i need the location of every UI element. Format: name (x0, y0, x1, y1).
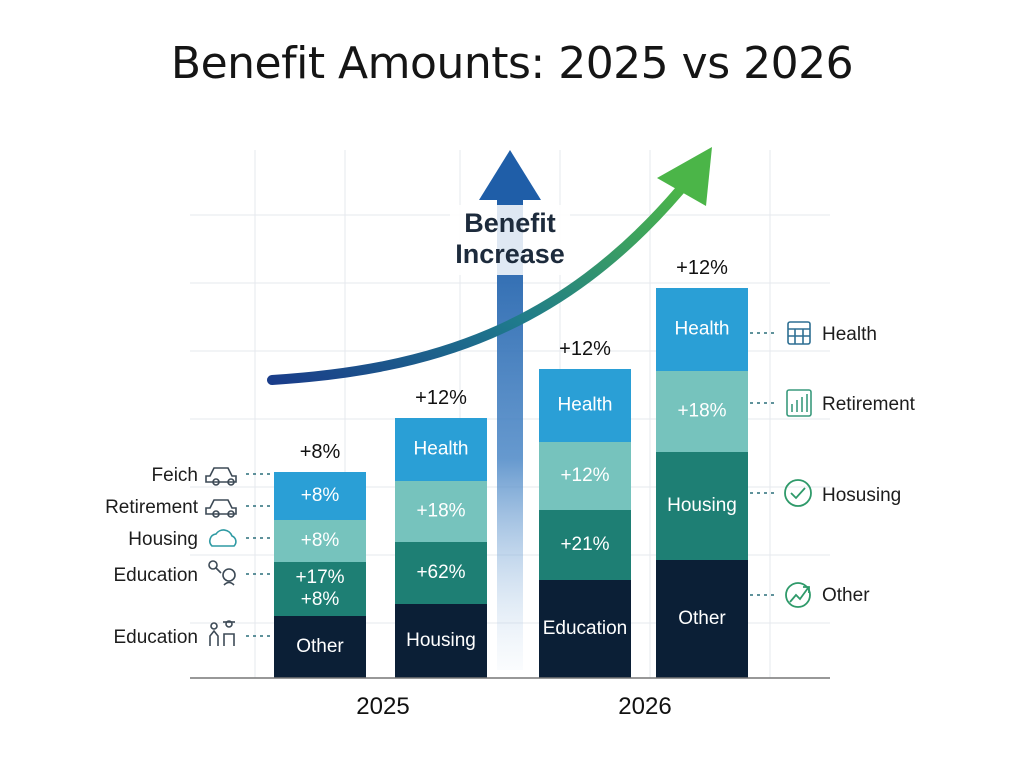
bar-segment (274, 520, 366, 562)
right-legend-item: Other (750, 582, 870, 608)
bar-segment (395, 604, 487, 678)
bar-segment-label: +18% (416, 501, 465, 522)
bar-segment (539, 580, 631, 678)
bar-segment-label: Health (675, 319, 730, 340)
bar-segment (539, 510, 631, 580)
bar-segment-label: +18% (677, 401, 726, 422)
calendar-icon (787, 321, 811, 345)
cloud-icon (209, 529, 237, 547)
bar-group: Other+17%+8%+8%+8%+8%Housing+62%+18%Heal… (274, 257, 748, 678)
people-icon (209, 620, 235, 646)
left-legend-item: Housing (128, 529, 272, 550)
x-tick-2026: 2026 (618, 693, 671, 720)
bar-chart-icon (786, 389, 812, 417)
bar-segment (656, 560, 748, 678)
bar-segment-label: Housing (667, 495, 737, 516)
bar-segment-label: Other (678, 608, 726, 629)
left-legend-item: Education (113, 620, 272, 648)
bar-segment (274, 616, 366, 678)
right-legend: Health Retirement Hosusing (750, 321, 916, 608)
bar-segment (539, 369, 631, 442)
bar-segment (656, 288, 748, 371)
right-legend-label: Retirement (822, 394, 916, 415)
car-icon (205, 467, 237, 486)
growth-icon (785, 582, 811, 608)
check-circle-icon (784, 479, 812, 507)
bar-segment-label: +8% (301, 530, 340, 551)
bar-segment-label: +12% (560, 465, 609, 486)
bar-segment (274, 472, 366, 520)
bar-segment (395, 481, 487, 542)
bar-top-label: +12% (676, 257, 728, 279)
bar-segment-label: Health (414, 439, 469, 460)
arrow-label-line1: Benefit (464, 208, 556, 238)
right-legend-label: Other (822, 585, 870, 606)
bar-segment-label: Housing (406, 630, 476, 651)
growth-curve-arrow (267, 147, 712, 385)
bar-top-label: +8% (300, 441, 341, 463)
bar-segment-label: Other (296, 636, 344, 657)
right-legend-label: Health (822, 324, 877, 345)
bar-segment (656, 371, 748, 452)
bar-segment-label: +62% (416, 562, 465, 583)
arrow-label-line2: Increase (455, 239, 565, 269)
bar-segment-label: +8% (301, 485, 340, 506)
bar-segment-label: +8% (301, 589, 340, 610)
right-legend-item: Hosusing (750, 479, 901, 507)
left-legend-label: Feich (152, 465, 198, 486)
left-legend-label: Education (113, 627, 198, 648)
bar-segment (539, 442, 631, 510)
bar-segment-label: +17% (295, 567, 344, 588)
left-legend-label: Retirement (105, 497, 199, 518)
bar-segment (274, 562, 366, 616)
right-legend-item: Retirement (750, 389, 916, 417)
bar-segment-label: Health (558, 395, 613, 416)
benefit-increase-arrow (479, 150, 541, 670)
right-legend-item: Health (750, 321, 877, 345)
left-legend: Feich Retirement Housing (105, 465, 272, 648)
bar-segment-label: Education (543, 618, 628, 639)
x-tick-2025: 2025 (356, 693, 409, 720)
chart-title: Benefit Amounts: 2025 vs 2026 (170, 38, 854, 89)
bar-segment (395, 542, 487, 604)
bar-segment-label: +21% (560, 534, 609, 555)
person-icon (208, 560, 236, 586)
left-legend-item: Retirement (105, 497, 272, 518)
bar-top-label: +12% (559, 338, 611, 360)
bar-segment (656, 452, 748, 560)
bar-segment (395, 418, 487, 481)
left-legend-label: Education (113, 565, 198, 586)
right-legend-label: Hosusing (822, 485, 901, 506)
bar-top-label: +12% (415, 387, 467, 409)
left-legend-label: Housing (128, 529, 198, 550)
left-legend-item: Feich (152, 465, 272, 486)
car-icon (205, 499, 237, 518)
left-legend-item: Education (113, 560, 272, 586)
